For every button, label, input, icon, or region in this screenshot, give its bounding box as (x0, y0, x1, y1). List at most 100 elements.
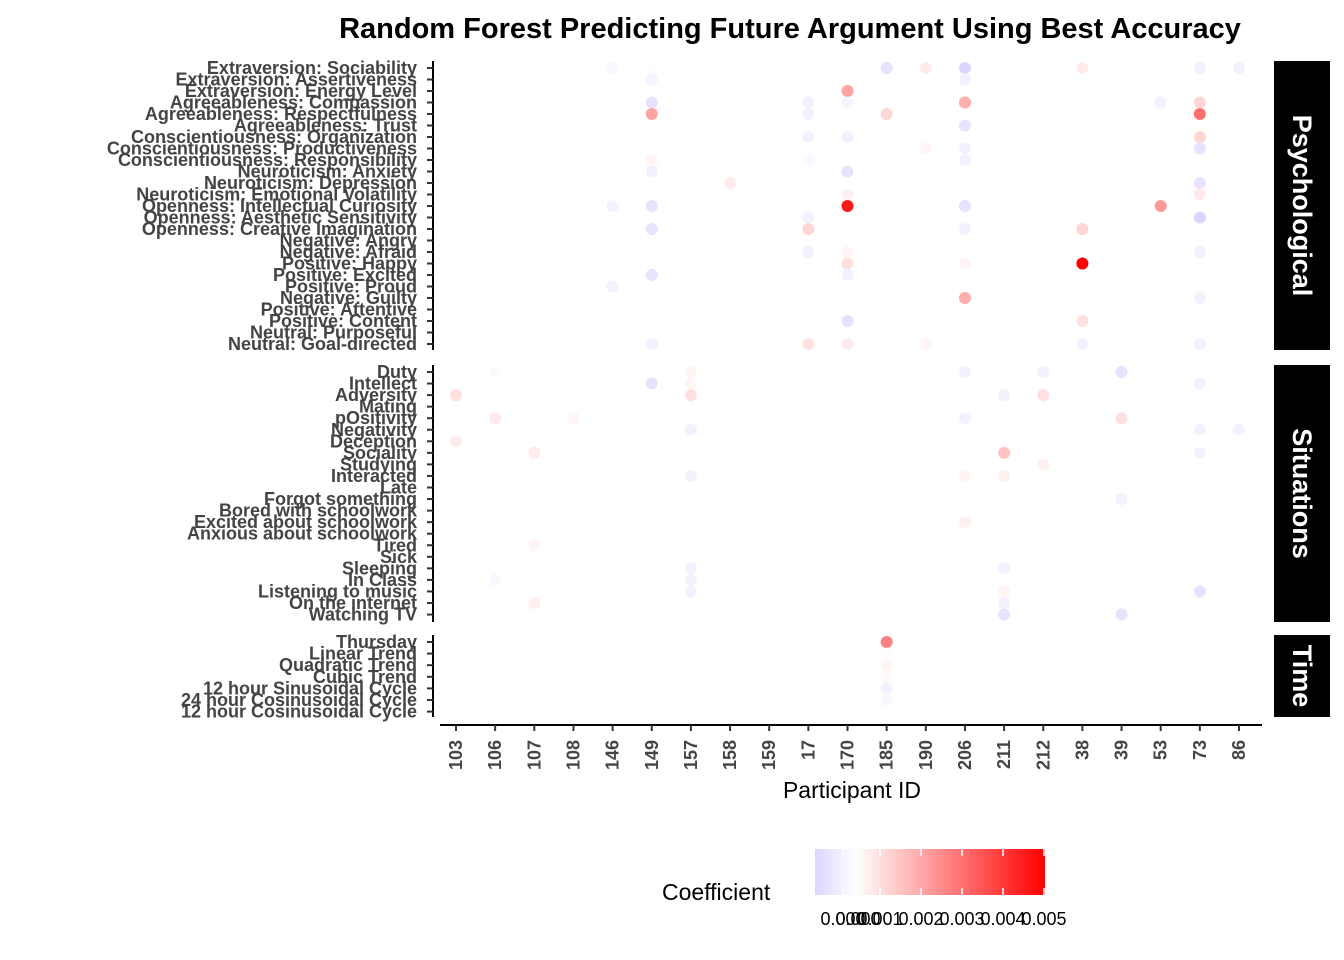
y-tick-label: Sick (380, 547, 418, 567)
y-tick-label: Openness: Creative Imagination (142, 219, 417, 239)
data-point (958, 200, 971, 212)
x-tick-label: 185 (877, 740, 897, 770)
data-point (998, 469, 1011, 482)
data-point (645, 223, 658, 235)
data-point (684, 469, 697, 482)
data-point (998, 389, 1011, 402)
data-point (1076, 315, 1089, 327)
data-point (1193, 108, 1206, 120)
y-tick-label: Sociality (343, 443, 417, 463)
legend: Coefficient 0.0000.0000.0010.0020.0030.0… (662, 849, 1067, 929)
y-tick-label: Neuroticism: Emotional Volatility (136, 185, 417, 205)
x-tick-label: 108 (563, 740, 583, 770)
y-tick-label: Thursday (336, 632, 417, 652)
strip-label: Psychological (1287, 115, 1317, 297)
data-point (606, 280, 619, 293)
data-point (998, 608, 1011, 621)
data-point (880, 636, 893, 648)
x-tick-label: 106 (485, 740, 505, 770)
data-point (1115, 366, 1128, 378)
x-tick-label: 146 (603, 740, 623, 770)
data-point (958, 223, 971, 235)
data-point (645, 73, 658, 86)
y-tick-label: Agreeableness: Compassion (170, 93, 417, 113)
y-tick-label: Sleeping (342, 558, 417, 578)
y-tick-label: Late (380, 478, 417, 498)
data-point (645, 338, 658, 350)
data-point (919, 338, 932, 350)
data-point (802, 338, 815, 350)
data-point (958, 73, 971, 86)
data-point (880, 682, 893, 695)
data-point (1193, 446, 1206, 459)
data-point (1076, 62, 1089, 74)
data-point (1076, 338, 1089, 350)
data-point (958, 412, 971, 425)
data-point (919, 62, 932, 74)
y-tick-label: 12 hour Cosinusoidal Cycle (181, 702, 417, 722)
y-tick-label: Openness: Intellectual Curiosity (142, 196, 417, 216)
y-tick-label: Adversity (335, 385, 417, 405)
legend-colorbar (815, 849, 1045, 895)
data-point (958, 154, 971, 166)
x-tick-label: 206 (955, 740, 975, 770)
data-point (880, 647, 893, 660)
data-point (684, 585, 697, 598)
y-tick-label: Interacted (331, 466, 417, 486)
data-point (645, 165, 658, 178)
y-tick-label: Bored with schoolwork (219, 501, 418, 521)
data-point (958, 366, 971, 378)
data-point (802, 96, 815, 109)
y-tick-label: Agreeableness: Trust (234, 116, 417, 136)
y-tick-label: Negativity (331, 420, 417, 440)
data-point (841, 269, 854, 281)
data-point (802, 154, 815, 166)
data-point (1115, 412, 1128, 425)
y-tick-label: Positive: Happy (282, 254, 417, 274)
x-axis: 103 106 107 108 146 149 157 158 159 17 170 185 190 20… (440, 724, 1262, 770)
data-point (998, 585, 1011, 598)
data-point (802, 211, 815, 224)
y-tick-label: Neuroticism: Anxiety (238, 162, 417, 182)
y-tick-label: Linear Trend (309, 644, 417, 664)
x-tick-label: 170 (838, 740, 858, 770)
y-tick-label: pOsitivity (335, 408, 417, 428)
data-point (958, 516, 971, 529)
data-point (489, 412, 502, 425)
data-point (958, 292, 971, 304)
data-point (645, 154, 658, 166)
panel-situations: DutyIntellectAdversityMatingpOsitivityNe… (187, 362, 1330, 625)
data-point (1193, 177, 1206, 189)
data-point (489, 366, 502, 378)
data-point (841, 315, 854, 327)
y-tick-label: Excited about schoolwork (194, 512, 418, 532)
y-tick-label: Negative: Afraid (280, 242, 417, 262)
data-points (450, 62, 1245, 706)
data-point (958, 469, 971, 482)
y-tick-label: Neuroticism: Depression (204, 173, 417, 193)
y-tick-label: Conscientiousness: Productiveness (107, 139, 417, 159)
y-tick-label: On the internet (289, 593, 417, 613)
data-point (567, 412, 580, 425)
y-tick-label: Positive: Proud (285, 277, 417, 297)
x-axis-title: Participant ID (783, 777, 921, 803)
data-point (606, 200, 619, 212)
legend-tick-label: 0.003 (939, 909, 984, 929)
data-point (880, 670, 893, 683)
legend-tick-label: 0.005 (1021, 909, 1066, 929)
data-point (450, 435, 462, 448)
y-tick-label: Quadratic Trend (279, 655, 417, 675)
data-point (958, 257, 971, 270)
data-point (841, 257, 854, 270)
data-point (1154, 96, 1167, 109)
data-point (684, 573, 697, 586)
data-point (684, 377, 697, 390)
data-point (684, 562, 697, 575)
x-tick-label: 149 (642, 740, 662, 770)
data-point (841, 165, 854, 178)
x-tick-label: 107 (524, 740, 544, 770)
data-point (841, 200, 854, 212)
strip-background (1274, 365, 1330, 622)
strip-label: Situations (1287, 428, 1317, 559)
y-tick-label: Neutral: Goal-directed (228, 334, 417, 354)
